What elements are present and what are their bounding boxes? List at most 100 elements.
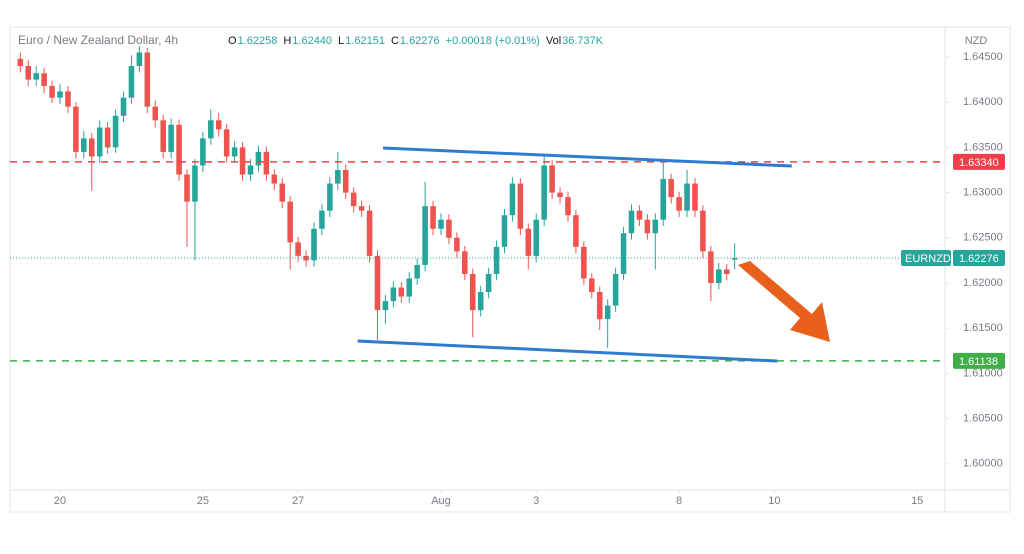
x-tick-label: 15 [911, 495, 923, 507]
candle-body [136, 52, 143, 67]
candle-body [41, 73, 47, 86]
candle-body [57, 91, 63, 98]
candle-body [604, 305, 611, 320]
ohlc-key: Vol [546, 35, 561, 47]
candle-body [33, 73, 39, 80]
candle-body [96, 127, 103, 157]
candle-body [731, 258, 738, 260]
y-tick-label: 1.60000 [963, 458, 1003, 470]
candle-body [295, 242, 301, 256]
candle-body [382, 301, 389, 311]
candle-body [65, 91, 71, 107]
candle-body [620, 233, 627, 274]
candle-body [279, 183, 286, 202]
candle-body [223, 129, 230, 157]
ohlc-key: L [338, 35, 344, 47]
symbol-label: EURNZD [905, 253, 951, 265]
ohlc-value: 36.737K [562, 35, 604, 47]
candle-body [287, 201, 293, 243]
candle-body [462, 251, 468, 274]
candle-body [509, 183, 516, 216]
candle-body [239, 147, 246, 175]
candle-body [17, 58, 24, 67]
candle-body [358, 206, 365, 211]
candle-body [723, 269, 730, 274]
ohlc-key: C [391, 35, 399, 47]
candle-body [335, 170, 341, 184]
direction-arrow [738, 261, 830, 342]
candle-body [612, 273, 619, 306]
candle-body [573, 215, 579, 247]
y-tick-label: 1.62000 [963, 277, 1003, 289]
level-label: 1.63340 [959, 157, 999, 169]
candle-body [398, 287, 405, 297]
candle-body [477, 292, 484, 311]
candle-body [708, 251, 714, 283]
ohlc-value: 1.62276 [400, 35, 440, 47]
candle-body [493, 246, 500, 274]
candle-body [501, 215, 508, 247]
candle-body [120, 97, 127, 116]
y-tick-label: 1.63000 [963, 187, 1003, 199]
ohlc-value: 1.62151 [345, 35, 385, 47]
candle-body [652, 219, 659, 234]
candle-body [541, 165, 547, 220]
candle-body [684, 183, 690, 211]
candle-body [454, 237, 460, 252]
plot-area [17, 46, 738, 349]
x-tick-label: 27 [292, 495, 304, 507]
candle-body [628, 210, 635, 234]
candle-body [668, 179, 674, 198]
x-tick-label: 8 [676, 495, 682, 507]
candle-body [200, 138, 206, 166]
candle-body [525, 228, 532, 256]
candle-body [565, 197, 571, 216]
candle-body [112, 115, 119, 148]
ohlc-value: 1.62440 [292, 35, 332, 47]
candle-body [469, 273, 476, 311]
x-tick-label: 10 [768, 495, 780, 507]
candle-body [533, 219, 540, 256]
x-tick-label: 3 [533, 495, 539, 507]
candle-body [660, 179, 667, 220]
candle-body [342, 170, 349, 193]
candle-body [644, 219, 651, 234]
candle-body [390, 287, 397, 302]
symbol-tag [901, 250, 951, 267]
ohlc-value: +0.00018 (+0.01%) [446, 35, 540, 47]
candle-body [589, 278, 595, 293]
y-tick-label: 1.63500 [963, 141, 1003, 153]
candle-body [422, 206, 428, 265]
level-tag [953, 153, 1005, 170]
candle-body [73, 106, 79, 152]
candle-body [374, 255, 381, 311]
ohlc-value: 1.62258 [238, 35, 278, 47]
candle-body [168, 124, 174, 152]
ohlc-key: O [228, 35, 237, 47]
candle-body [208, 120, 214, 139]
candle-body [152, 106, 159, 121]
x-tick-label: Aug [431, 495, 451, 507]
candle-body [716, 269, 722, 283]
candle-body [263, 151, 270, 175]
candle-body [692, 183, 698, 211]
candle-body [160, 120, 166, 152]
symbol-title: Euro / New Zealand Dollar, 4h [18, 33, 178, 47]
candle-body [104, 127, 111, 148]
chart-frame [9, 26, 1011, 513]
candle-body [636, 210, 643, 220]
y-tick-label: 1.60500 [963, 412, 1003, 424]
candle-body [192, 165, 198, 202]
y-tick-label: 1.61000 [963, 367, 1003, 379]
ohlc-key: H [283, 35, 291, 47]
overlay [738, 261, 830, 342]
candle-body [366, 210, 373, 256]
candle-body [446, 219, 452, 238]
candle-body [581, 246, 587, 279]
candle-body [303, 255, 309, 261]
candle-body [144, 52, 151, 107]
trend-line [382, 146, 792, 168]
level-label: 1.61138 [959, 356, 998, 368]
